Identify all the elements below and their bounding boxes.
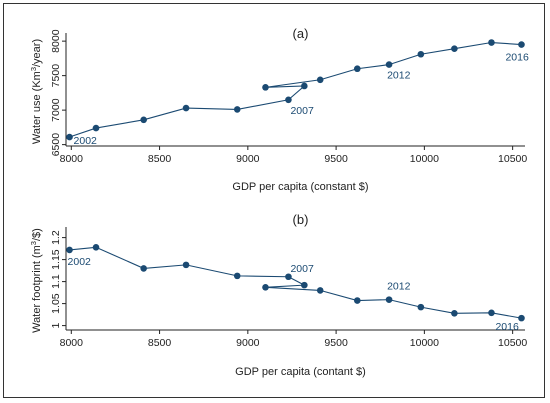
data-point bbox=[140, 265, 147, 272]
x-tick-label: 8000 bbox=[60, 153, 84, 165]
x-tick-label: 10000 bbox=[410, 153, 439, 165]
y-axis-title: Water use (Km3/year) bbox=[29, 39, 44, 144]
data-point bbox=[301, 281, 308, 289]
data-point bbox=[182, 261, 190, 269]
data-point bbox=[233, 272, 241, 280]
data-point bbox=[301, 82, 308, 90]
data-point bbox=[92, 243, 100, 251]
y-tick-label: 1 bbox=[50, 323, 62, 329]
data-point bbox=[353, 297, 361, 304]
data-point bbox=[182, 104, 190, 112]
data-point bbox=[518, 314, 525, 322]
data-point bbox=[140, 116, 147, 124]
data-point bbox=[66, 246, 73, 254]
data-point bbox=[262, 284, 269, 291]
y-tick-label: 8000 bbox=[50, 29, 62, 53]
data-point bbox=[451, 45, 458, 53]
data-point bbox=[385, 296, 393, 303]
data-point bbox=[316, 76, 324, 84]
data-point bbox=[285, 96, 292, 104]
x-tick-label: 10500 bbox=[498, 153, 527, 165]
year-annotation: 2016 bbox=[505, 52, 529, 64]
year-annotation: 2002 bbox=[74, 135, 98, 147]
data-point bbox=[451, 309, 458, 317]
x-tick-label: 8500 bbox=[148, 153, 172, 165]
data-point bbox=[488, 309, 495, 317]
y-tick-label: 1.1 bbox=[50, 274, 62, 289]
x-axis-title: GDP per capita (constant $) bbox=[232, 181, 368, 193]
data-point bbox=[233, 106, 241, 113]
data-point bbox=[92, 124, 100, 132]
panel-title: (a) bbox=[293, 26, 309, 41]
x-tick-label: 9000 bbox=[236, 337, 260, 349]
x-tick-label: 9500 bbox=[324, 337, 348, 349]
x-tick-label: 10000 bbox=[410, 337, 439, 349]
x-tick-label: 8500 bbox=[148, 337, 172, 349]
y-tick-label: 6500 bbox=[50, 133, 62, 157]
data-point bbox=[417, 303, 425, 311]
y-tick-label: 7500 bbox=[50, 64, 62, 88]
data-point bbox=[353, 65, 361, 73]
figure-frame bbox=[3, 3, 545, 398]
year-annotation: 2002 bbox=[68, 256, 92, 268]
x-tick-label: 9000 bbox=[236, 153, 260, 165]
x-tick-label: 9500 bbox=[324, 153, 348, 165]
data-point bbox=[417, 50, 425, 58]
panel-b: 8000 8500 9000 9500 10000 10500 1 1.05 1.1 1.15 1.… bbox=[29, 212, 528, 378]
series-line bbox=[69, 41, 522, 138]
y-axis-title: Water footprint (m3/$) bbox=[29, 228, 44, 333]
y-tick-label: 1.05 bbox=[50, 293, 62, 314]
year-annotation: 2012 bbox=[387, 70, 411, 82]
x-axis-title: GDP per capita (contant $) bbox=[235, 366, 366, 378]
year-annotation: 2007 bbox=[290, 263, 314, 275]
data-point bbox=[285, 273, 292, 281]
data-point bbox=[66, 133, 73, 141]
data-point bbox=[316, 287, 324, 294]
data-point bbox=[385, 61, 393, 68]
y-tick-label: 1.2 bbox=[50, 230, 62, 245]
data-point bbox=[262, 84, 269, 91]
year-annotation: 2016 bbox=[495, 321, 519, 333]
y-tick-label: 1.15 bbox=[50, 249, 62, 270]
y-tick-label: 7000 bbox=[50, 98, 62, 122]
series-line bbox=[69, 246, 522, 319]
year-annotation: 2012 bbox=[387, 281, 411, 293]
panel-title: (b) bbox=[293, 212, 309, 227]
data-point bbox=[518, 41, 525, 48]
data-point bbox=[488, 39, 495, 46]
year-annotation: 2007 bbox=[290, 105, 314, 117]
x-tick-label: 8000 bbox=[60, 337, 84, 349]
panel-a: 8000 8500 9000 9500 10000 10500 6500 7000 7500 80… bbox=[29, 26, 529, 193]
x-tick-label: 10500 bbox=[498, 337, 527, 349]
